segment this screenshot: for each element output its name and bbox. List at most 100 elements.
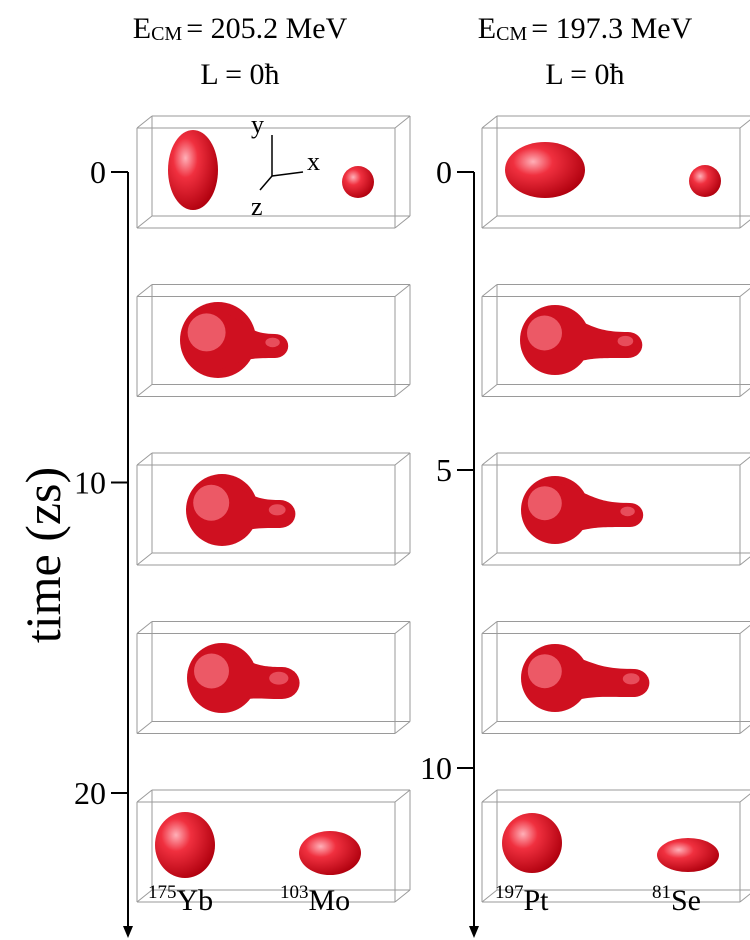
nucleus-neck — [555, 650, 634, 706]
mass-number: 81 — [652, 882, 671, 903]
nucleus-neck — [222, 481, 280, 539]
fragment-label: 175Yb — [148, 882, 213, 917]
box-edge — [136, 384, 153, 397]
energy-value: = 205.2 MeV — [186, 12, 347, 45]
highlight — [193, 484, 230, 521]
simulation-box — [481, 621, 750, 734]
highlight — [269, 671, 289, 685]
highlight — [527, 654, 562, 689]
box-edge — [136, 215, 153, 229]
tick-label: 10 — [420, 750, 452, 786]
box-edge — [739, 893, 750, 903]
triad-label: y — [251, 110, 264, 139]
box-edge — [481, 552, 498, 566]
box-edge — [481, 284, 498, 297]
tick-label: 0 — [90, 154, 106, 190]
boxes — [136, 115, 750, 903]
box-edge — [394, 384, 411, 397]
nucleus — [168, 130, 218, 210]
nucleus — [299, 831, 361, 875]
box-edge — [739, 119, 750, 129]
mass-number: 197 — [495, 882, 524, 903]
box-edge — [394, 115, 411, 129]
triad-label: z — [251, 192, 263, 221]
box-edge — [739, 724, 750, 734]
axis-arrow — [123, 926, 133, 938]
element-symbol: Pt — [524, 884, 550, 917]
simulation-box — [481, 284, 750, 397]
simulation-box — [136, 621, 411, 734]
energy-header: ECM = 205.2 MeV — [133, 12, 348, 45]
energy-subscript: CM — [496, 23, 527, 45]
angular-momentum: L = 0ħ — [545, 58, 624, 91]
box-edge — [481, 384, 498, 397]
box-edge — [481, 621, 498, 634]
box-edge — [136, 552, 153, 566]
simulation-box — [481, 115, 750, 229]
box-edge — [136, 452, 153, 466]
highlight — [268, 504, 286, 516]
box-edge — [136, 115, 153, 129]
highlight — [620, 506, 635, 517]
triad-axis — [259, 175, 273, 191]
nucleus — [521, 476, 644, 544]
highlight — [527, 486, 562, 521]
box-edge — [394, 621, 411, 634]
box-edge — [136, 721, 153, 734]
triad-label: x — [307, 147, 320, 176]
energy-value: = 197.3 MeV — [531, 12, 692, 45]
highlight — [265, 337, 280, 348]
box-edge — [739, 456, 750, 466]
highlight — [527, 315, 562, 351]
box-edge — [481, 789, 498, 803]
highlight — [617, 335, 634, 347]
box-edge — [394, 721, 411, 734]
box-edge — [481, 889, 498, 903]
mass-number: 103 — [280, 882, 309, 903]
angular-momentum: L = 0ħ — [200, 58, 279, 91]
box-edge — [739, 793, 750, 803]
simulation-box — [481, 452, 750, 566]
highlight — [622, 673, 640, 685]
triad-axis — [271, 171, 304, 177]
highlight — [194, 653, 229, 689]
nucleus — [505, 142, 585, 198]
box-edge — [394, 889, 411, 903]
tick-label: 5 — [436, 452, 452, 488]
axis-label: time (zs) — [15, 467, 71, 643]
box-edge — [136, 284, 153, 297]
box-edge — [481, 115, 498, 129]
box-edge — [394, 789, 411, 803]
element-symbol: Mo — [309, 884, 351, 917]
simulation-box — [481, 789, 750, 903]
nucleus — [187, 643, 300, 713]
box-edge — [739, 287, 750, 297]
axis-arrow — [469, 926, 479, 938]
box-edge — [739, 387, 750, 397]
nucleus — [520, 305, 643, 375]
tick-label: 20 — [74, 775, 106, 811]
simulation-box — [136, 789, 411, 903]
nucleus-neck — [218, 309, 275, 371]
box-edge — [136, 789, 153, 803]
nucleus — [155, 812, 215, 878]
nucleus-neck — [555, 312, 628, 368]
fragment-label: 81Se — [652, 882, 701, 917]
box-edge — [136, 889, 153, 903]
tick-label: 0 — [436, 154, 452, 190]
tick-label: 10 — [74, 465, 106, 501]
fragment-label: 197Pt — [495, 882, 549, 917]
box-edge — [481, 452, 498, 466]
box-edge — [739, 219, 750, 229]
box-edge — [739, 556, 750, 566]
simulation-box — [136, 115, 411, 229]
box-edge — [394, 215, 411, 229]
energy-symbol: E — [133, 12, 151, 45]
nucleus-neck — [222, 650, 282, 706]
element-symbol: Yb — [177, 884, 214, 917]
nucleus — [657, 838, 719, 872]
box-edge — [136, 621, 153, 634]
nucleus — [186, 474, 296, 546]
energy-symbol: E — [478, 12, 496, 45]
